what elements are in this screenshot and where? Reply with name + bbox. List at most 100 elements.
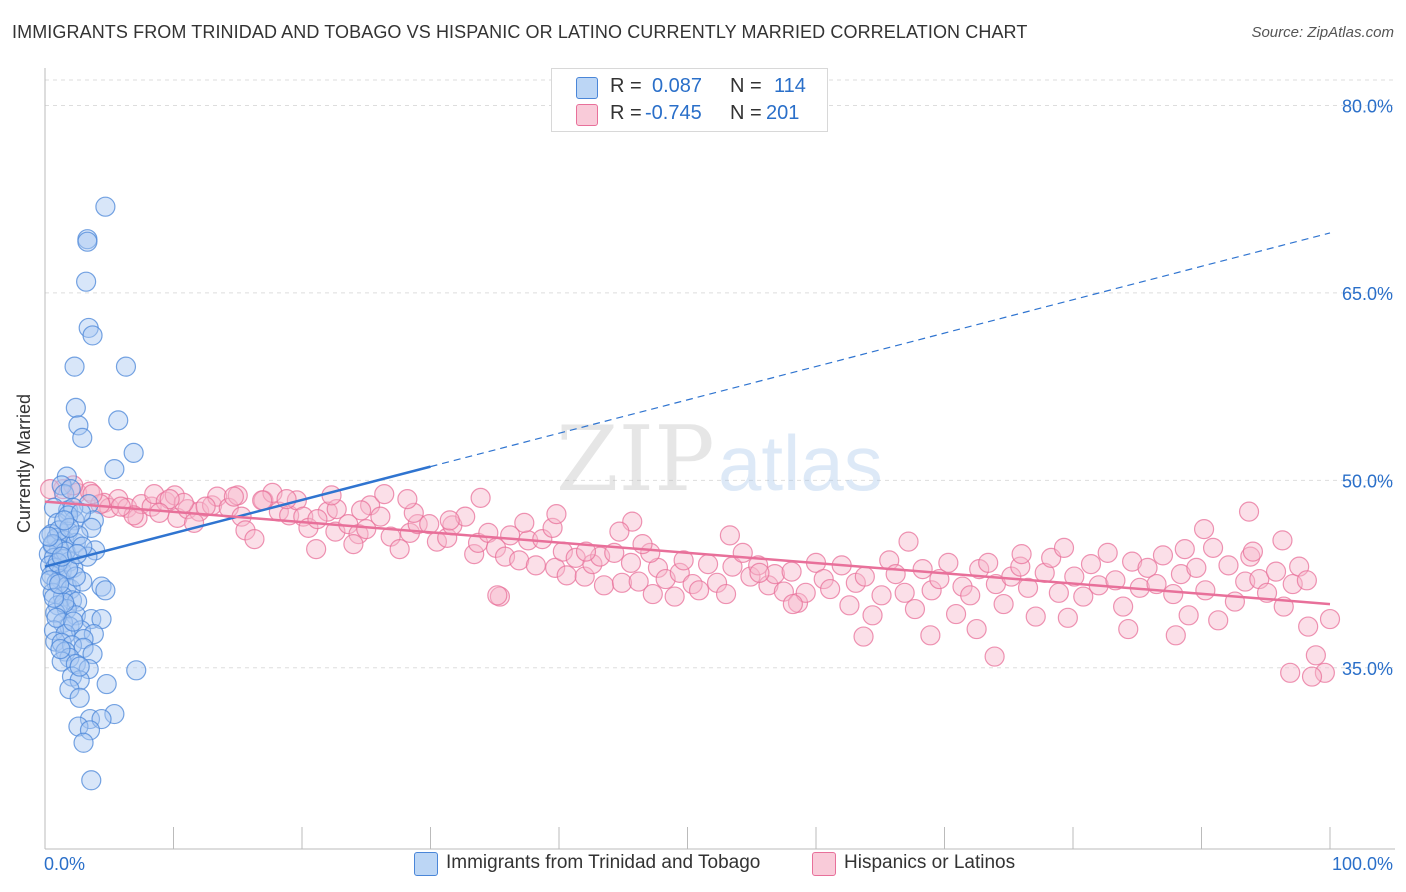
y-tick-label: 35.0% [1342,659,1393,679]
data-point [91,576,112,597]
data-point [65,397,86,418]
legend-swatch-pink [576,104,598,126]
data-point [839,595,860,616]
data-point [81,517,102,538]
data-point [978,552,999,573]
data-point [921,580,942,601]
data-point [862,605,883,626]
data-point [144,484,165,505]
data-point [325,521,346,542]
data-point [1017,577,1039,598]
data-point [611,572,633,593]
data-point [1163,583,1184,605]
data-point [749,562,770,583]
data-point [582,553,603,575]
legend-r-value: -0.745 [645,102,702,124]
data-point [389,538,410,560]
data-point [984,646,1005,667]
data-point [628,571,649,592]
data-point [1301,666,1323,687]
data-point [1025,606,1046,627]
data-point [1152,545,1174,566]
data-point [820,578,841,600]
tick-labels: 35.0% 50.0% 65.0% 80.0% 0.0% 100.0% [44,96,1393,874]
data-point [195,496,216,517]
source-label: Source: ZipAtlas.com [1251,24,1394,41]
data-point [104,459,125,480]
data-point [96,673,117,695]
x-tick-label: 100.0% [1332,854,1393,874]
data-point [732,542,753,563]
data-point [782,593,803,615]
data-point [904,598,926,620]
watermark: ZIP atlas [556,407,883,512]
data-point [938,552,959,573]
data-point [593,575,615,596]
data-point [1137,557,1158,578]
data-point [126,660,147,681]
data-point [664,586,685,607]
data-point [546,504,567,525]
data-point [115,356,137,377]
series-trinidad [38,196,147,791]
data-point [69,656,90,677]
watermark-zip: ZIP [556,407,715,512]
data-point [244,528,265,550]
legend-n-label: N = [730,102,762,124]
data-point [1057,607,1078,628]
data-point [871,585,892,606]
data-point [59,678,80,700]
data-point [697,553,719,575]
data-point [1208,610,1229,631]
data-point [945,603,967,625]
data-point [407,514,428,535]
data-point [1097,542,1118,563]
legend-swatch-blue [414,852,438,876]
data-point [108,410,129,431]
data-point [620,552,642,573]
data-point [1122,551,1143,572]
watermark-atlas: atlas [718,419,883,507]
y-axis-title: Currently Married [14,393,34,533]
data-point [1170,563,1192,585]
data-point [514,512,535,533]
data-point [574,566,595,587]
data-point [748,555,769,576]
data-point [69,687,90,708]
data-point [419,514,440,535]
data-point [1195,580,1216,601]
data-point [50,638,71,660]
data-point [764,563,785,585]
data-point [77,231,98,252]
data-point [79,720,101,741]
data-point [464,543,485,565]
data-point [853,626,874,647]
data-point [1073,586,1094,607]
data-point [65,566,86,587]
data-point [455,506,476,527]
data-point [575,541,597,562]
data-point [65,653,86,675]
data-point [912,558,933,580]
data-point [1113,596,1134,617]
data-point [104,703,125,725]
data-point [1280,662,1301,683]
data-point [1174,538,1195,560]
data-point [1011,543,1032,565]
data-point [370,506,391,527]
data-point [1064,566,1085,587]
data-point [343,533,364,555]
data-point [1272,530,1293,551]
data-point [532,528,553,550]
data-point [854,566,875,587]
data-point [64,356,85,377]
data-point [439,510,460,531]
data-point [351,500,372,521]
data-point [719,525,741,546]
data-point [82,325,103,346]
data-point [545,557,566,578]
data-point [813,568,834,590]
data-point [43,620,65,641]
data-point [72,427,93,448]
